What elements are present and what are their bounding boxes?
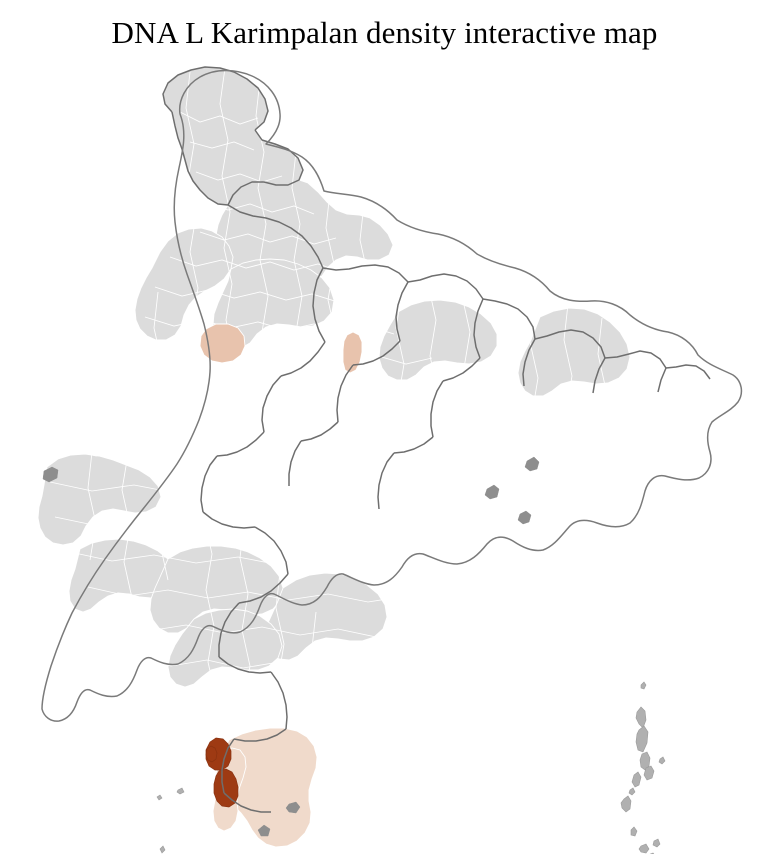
map-svg[interactable]: .land{fill:#dcdcdc;stroke:#ffffff;stroke… — [0, 52, 769, 854]
lakshadweep-islands — [156, 787, 185, 854]
highlight-north-a[interactable] — [199, 323, 246, 364]
state-boundaries — [162, 66, 711, 813]
page-title: DNA L Karimpalan density interactive map — [111, 15, 658, 50]
andaman-nicobar-islands — [620, 681, 666, 854]
coastal-fragments — [42, 456, 540, 837]
highlight-layer[interactable] — [199, 323, 363, 848]
district-boundaries — [49, 67, 637, 843]
india-border-final — [41, 69, 743, 722]
highlight-malappuram[interactable] — [213, 768, 239, 808]
highlight-north-b[interactable] — [342, 331, 363, 374]
india-detailed — [37, 66, 711, 848]
highlight-kerala-edge[interactable] — [205, 745, 218, 763]
india-choropleth-map[interactable]: .land{fill:#dcdcdc;stroke:#ffffff;stroke… — [0, 52, 769, 854]
